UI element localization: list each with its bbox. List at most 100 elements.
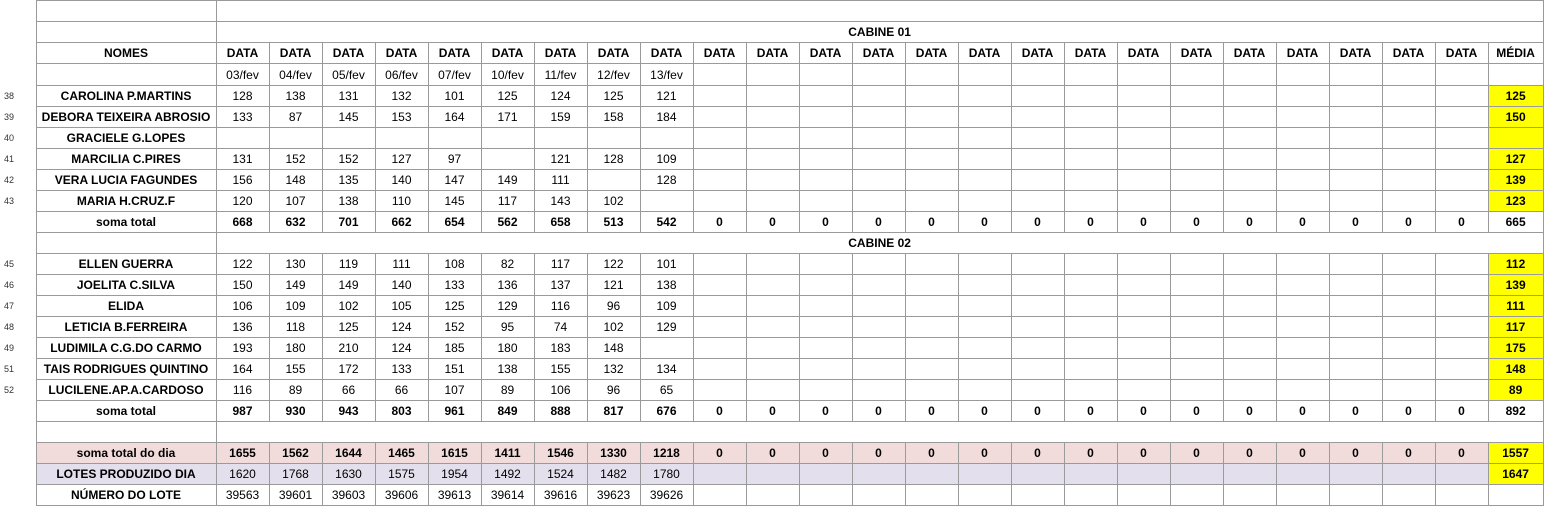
empty-cell[interactable] (1169, 148, 1224, 170)
date-header[interactable]: DATA (1328, 42, 1383, 64)
empty-cell[interactable] (851, 463, 906, 485)
row-number[interactable]: 40 (0, 127, 36, 149)
empty-cell[interactable] (745, 148, 800, 170)
value-cell[interactable]: 107 (427, 379, 482, 401)
employee-name[interactable]: CAROLINA P.MARTINS (35, 85, 217, 107)
lots-cell[interactable]: 1954 (427, 463, 482, 485)
empty-cell[interactable] (957, 463, 1012, 485)
value-cell[interactable]: 180 (480, 337, 535, 359)
value-cell[interactable]: 138 (321, 190, 376, 212)
empty-cell[interactable] (1063, 379, 1118, 401)
day-total-cell[interactable]: 1330 (586, 442, 641, 464)
zero-cell[interactable]: 0 (1169, 400, 1224, 422)
empty-cell[interactable] (1434, 127, 1489, 149)
value-cell[interactable]: 102 (586, 316, 641, 338)
empty-cell[interactable] (1116, 295, 1171, 317)
value-cell[interactable] (639, 127, 694, 149)
value-cell[interactable]: 121 (639, 85, 694, 107)
date-cell[interactable]: 05/fev (321, 63, 376, 86)
value-cell[interactable]: 66 (374, 379, 429, 401)
empty-cell[interactable] (1275, 316, 1330, 338)
value-cell[interactable]: 153 (374, 106, 429, 128)
zero-cell[interactable]: 0 (1222, 442, 1277, 464)
empty-cell[interactable] (851, 295, 906, 317)
value-cell[interactable]: 74 (533, 316, 588, 338)
row-number[interactable] (0, 442, 36, 464)
empty-cell[interactable] (35, 232, 217, 254)
empty-cell[interactable] (692, 169, 747, 191)
empty-cell[interactable] (798, 148, 853, 170)
empty-cell[interactable] (957, 169, 1012, 191)
lots-cell[interactable]: 1575 (374, 463, 429, 485)
empty-cell[interactable] (1328, 190, 1383, 212)
value-cell[interactable]: 136 (480, 274, 535, 296)
zero-cell[interactable]: 0 (1010, 400, 1065, 422)
empty-cell[interactable] (745, 190, 800, 212)
value-cell[interactable]: 111 (374, 253, 429, 275)
date-cell[interactable]: 11/fev (533, 63, 588, 86)
date-header[interactable]: DATA (586, 42, 641, 64)
date-header[interactable]: DATA (427, 42, 482, 64)
empty-cell[interactable] (1222, 63, 1277, 86)
empty-cell[interactable] (35, 63, 217, 86)
row-number[interactable] (0, 232, 36, 254)
empty-cell[interactable] (904, 253, 959, 275)
value-cell[interactable]: 124 (374, 337, 429, 359)
date-header[interactable]: DATA (639, 42, 694, 64)
empty-cell[interactable] (1169, 316, 1224, 338)
empty-cell[interactable] (1010, 148, 1065, 170)
value-cell[interactable]: 116 (533, 295, 588, 317)
value-cell[interactable]: 89 (480, 379, 535, 401)
sum-cell[interactable]: 668 (215, 211, 270, 233)
empty-cell[interactable] (1381, 379, 1436, 401)
value-cell[interactable]: 108 (427, 253, 482, 275)
empty-cell[interactable] (1381, 148, 1436, 170)
sum-cell[interactable]: 658 (533, 211, 588, 233)
empty-cell[interactable] (1010, 295, 1065, 317)
empty-cell[interactable] (1328, 85, 1383, 107)
value-cell[interactable]: 127 (374, 148, 429, 170)
value-cell[interactable]: 96 (586, 379, 641, 401)
day-total-cell[interactable]: 1562 (268, 442, 323, 464)
value-cell[interactable]: 102 (586, 190, 641, 212)
value-cell[interactable]: 109 (639, 295, 694, 317)
empty-cell[interactable] (904, 463, 959, 485)
value-cell[interactable]: 125 (321, 316, 376, 338)
empty-cell[interactable] (851, 63, 906, 86)
value-cell[interactable]: 128 (586, 148, 641, 170)
day-total-cell[interactable]: 1655 (215, 442, 270, 464)
row-number[interactable] (0, 21, 36, 43)
empty-cell[interactable] (798, 463, 853, 485)
empty-cell[interactable] (1116, 253, 1171, 275)
day-total-cell[interactable]: 1218 (639, 442, 694, 464)
zero-cell[interactable]: 0 (1116, 442, 1171, 464)
value-cell[interactable]: 82 (480, 253, 535, 275)
zero-cell[interactable]: 0 (1169, 442, 1224, 464)
empty-cell[interactable] (1063, 295, 1118, 317)
empty-cell[interactable] (1487, 63, 1544, 86)
date-header[interactable]: DATA (798, 42, 853, 64)
value-cell[interactable]: 125 (586, 85, 641, 107)
value-cell[interactable]: 129 (639, 316, 694, 338)
value-cell[interactable] (586, 169, 641, 191)
empty-cell[interactable] (1328, 295, 1383, 317)
empty-cell[interactable] (1116, 85, 1171, 107)
empty-cell[interactable] (904, 337, 959, 359)
empty-cell[interactable] (1328, 337, 1383, 359)
empty-cell[interactable] (904, 63, 959, 86)
value-cell[interactable]: 133 (427, 274, 482, 296)
empty-cell[interactable] (1116, 463, 1171, 485)
value-cell[interactable]: 138 (480, 358, 535, 380)
row-number[interactable]: 39 (0, 106, 36, 128)
value-cell[interactable]: 116 (215, 379, 270, 401)
date-header[interactable]: DATA (1010, 42, 1065, 64)
empty-cell[interactable] (1169, 337, 1224, 359)
empty-cell[interactable] (904, 358, 959, 380)
empty-cell[interactable] (745, 274, 800, 296)
empty-cell[interactable] (1010, 190, 1065, 212)
value-cell[interactable]: 132 (374, 85, 429, 107)
day-total-cell[interactable]: 1411 (480, 442, 535, 464)
value-cell[interactable]: 172 (321, 358, 376, 380)
zero-cell[interactable]: 0 (692, 211, 747, 233)
zero-cell[interactable]: 0 (1222, 211, 1277, 233)
